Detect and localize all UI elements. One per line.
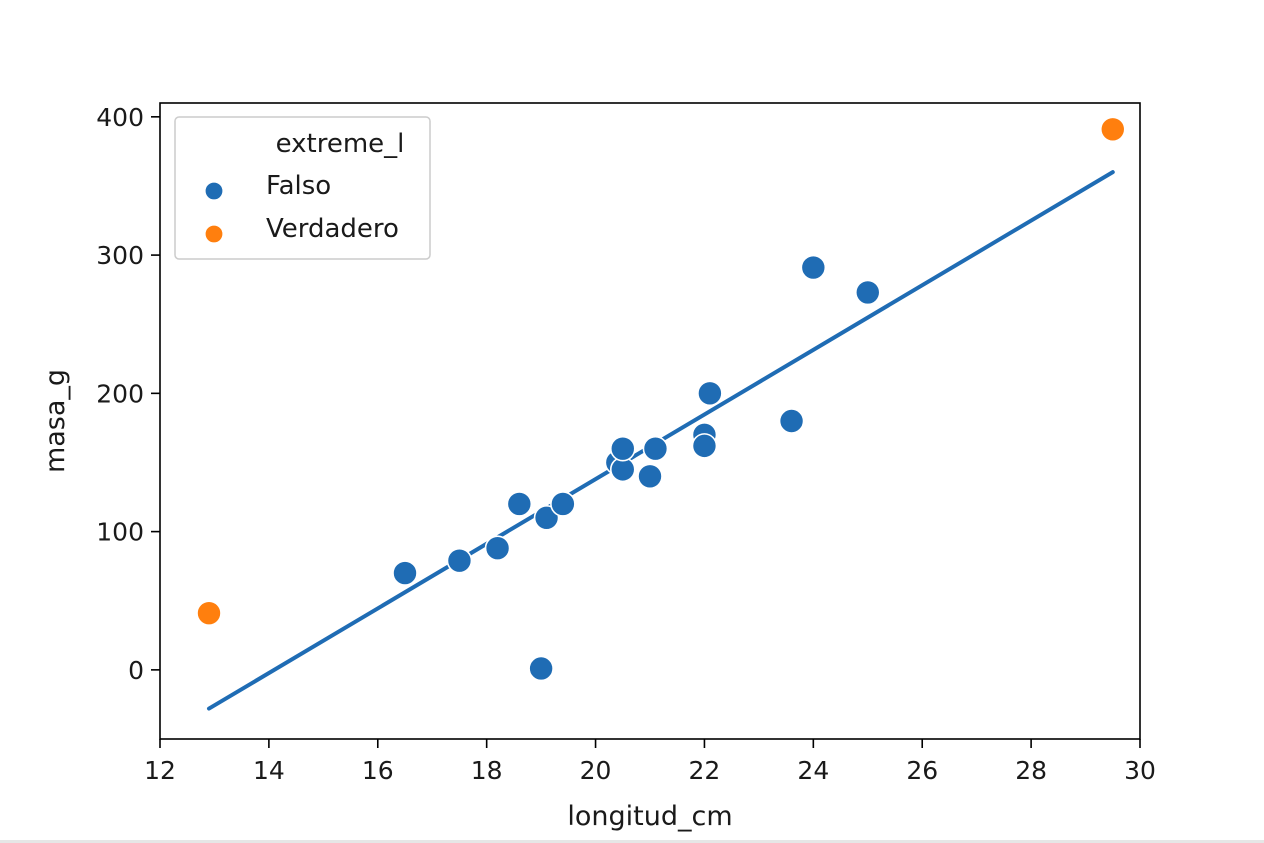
point-falso [691, 433, 718, 459]
x-tick-label: 22 [689, 756, 721, 785]
y-tick-label: 0 [128, 656, 144, 685]
legend-marker-verdadero [204, 224, 224, 244]
point-falso [446, 547, 473, 574]
point-falso [642, 435, 669, 462]
x-tick-label: 30 [1124, 756, 1156, 785]
point-falso [392, 560, 418, 586]
legend-title: extreme_l [276, 129, 405, 159]
x-tick-label: 16 [362, 756, 394, 785]
x-tick-label: 26 [906, 756, 938, 785]
x-tick-label: 12 [144, 756, 176, 785]
x-axis-label: longitud_cm [567, 801, 732, 832]
point-falso [800, 254, 827, 281]
x-tick-label: 20 [580, 756, 612, 785]
x-tick-label: 14 [253, 756, 285, 785]
point-verdadero [1099, 116, 1126, 143]
y-tick-label: 100 [96, 518, 144, 547]
point-falso [506, 491, 533, 517]
y-tick-label: 200 [96, 379, 144, 408]
legend-label-verdadero: Verdadero [266, 214, 399, 244]
x-tick-label: 24 [797, 756, 829, 785]
point-falso [697, 380, 723, 407]
plot-marks [196, 116, 1126, 711]
legend-marker-falso [204, 181, 224, 201]
legend-box [174, 116, 431, 260]
point-falso [637, 463, 663, 490]
y-axis-label: masa_g [40, 369, 71, 473]
point-falso [484, 535, 511, 562]
point-verdadero [196, 600, 222, 626]
y-tick-label: 400 [96, 103, 144, 132]
point-falso [550, 491, 576, 517]
legend: extreme_l Falso Verdadero [174, 116, 431, 260]
point-falso [778, 408, 805, 434]
y-axis: 0 100 200 300 400 [96, 103, 160, 685]
x-tick-label: 28 [1015, 756, 1047, 785]
y-tick-label: 300 [96, 241, 144, 270]
point-falso [854, 279, 881, 306]
point-falso [528, 655, 554, 682]
point-falso [533, 504, 560, 531]
point-falso [609, 435, 636, 462]
bottom-edge-strip [0, 840, 1264, 843]
x-axis: 12 14 16 18 20 22 24 26 28 30 [144, 739, 1156, 785]
x-tick-label: 18 [471, 756, 503, 785]
legend-label-falso: Falso [266, 171, 331, 201]
plot-frame [159, 102, 1141, 740]
